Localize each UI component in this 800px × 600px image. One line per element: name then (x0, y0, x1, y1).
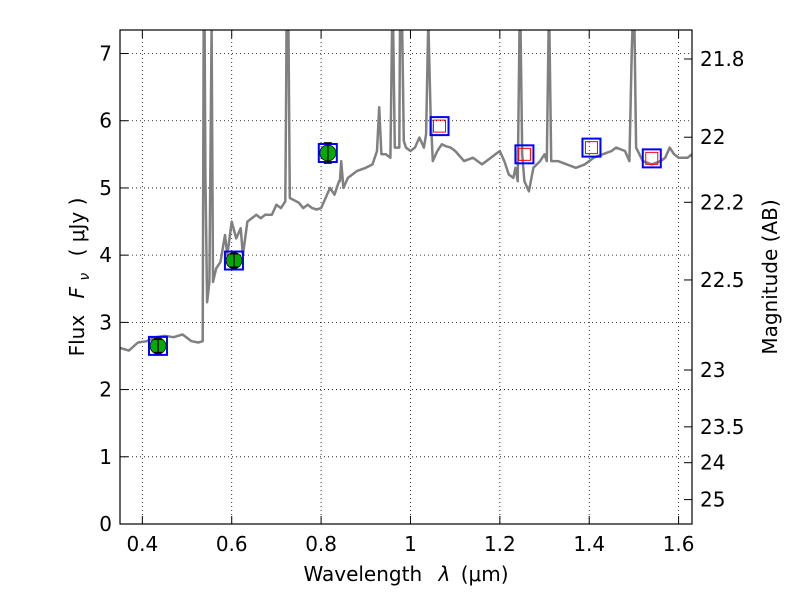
upper-limit-point (433, 119, 447, 133)
x-axis-title: Wavelength λ (μm) (303, 562, 508, 586)
right-tick-label: 24 (700, 451, 725, 475)
model-point (223, 250, 244, 271)
right-tick-label: 22.2 (700, 190, 745, 214)
marker-layer (147, 116, 662, 356)
plot-frame (119, 29, 693, 525)
y-tick-label: 3 (99, 310, 112, 334)
x-tick-label: 1.2 (484, 532, 516, 556)
y-tick-label: 2 (99, 378, 112, 402)
x-tick-label: 0.4 (126, 532, 158, 556)
y-tick-label: 7 (99, 42, 112, 66)
model-point (147, 335, 168, 356)
y-tick-label: 4 (99, 243, 112, 267)
y-tick-label: 0 (99, 512, 112, 536)
x-axis-unit: (μm) (461, 562, 509, 586)
model-point (641, 148, 662, 169)
series-layer (120, 30, 692, 352)
y-axis-title: Flux F ν ( μJy ) (65, 198, 94, 357)
upper-limit-point (517, 147, 531, 161)
model-point (429, 116, 450, 137)
x-tick-label: 0.8 (305, 532, 337, 556)
model-point (581, 137, 602, 158)
x-tick-label: 1 (404, 532, 417, 556)
upper-limit-point (584, 141, 598, 155)
right-tick-label: 22.5 (700, 268, 745, 292)
y-axis-unit: ( μJy ) (65, 198, 89, 257)
y-tick-label: 6 (99, 109, 112, 133)
x-tick-label: 1.6 (663, 532, 695, 556)
y-axis-symbol: F (65, 286, 89, 298)
x-tick-label: 1.4 (573, 532, 605, 556)
right-tick-label: 22 (700, 125, 725, 149)
x-axis-label: Wavelength (303, 562, 422, 586)
right-tick-label: 21.8 (700, 47, 745, 71)
right-tick-label: 25 (700, 488, 725, 512)
x-axis-symbol: λ (438, 562, 451, 586)
y-axis-subscript: ν (77, 273, 93, 281)
right-tick-label: 23 (700, 358, 725, 382)
right-tick-label: 23.5 (700, 415, 745, 439)
right-axis-title: Magnitude (AB) (758, 199, 782, 354)
y-tick-label: 1 (99, 445, 112, 469)
upper-limit-point (645, 151, 659, 165)
spectrum-line (120, 30, 692, 352)
y-axis-label: Flux (65, 315, 89, 357)
y-tick-label: 5 (99, 176, 112, 200)
x-tick-label: 0.6 (216, 532, 248, 556)
model-point (514, 144, 535, 165)
